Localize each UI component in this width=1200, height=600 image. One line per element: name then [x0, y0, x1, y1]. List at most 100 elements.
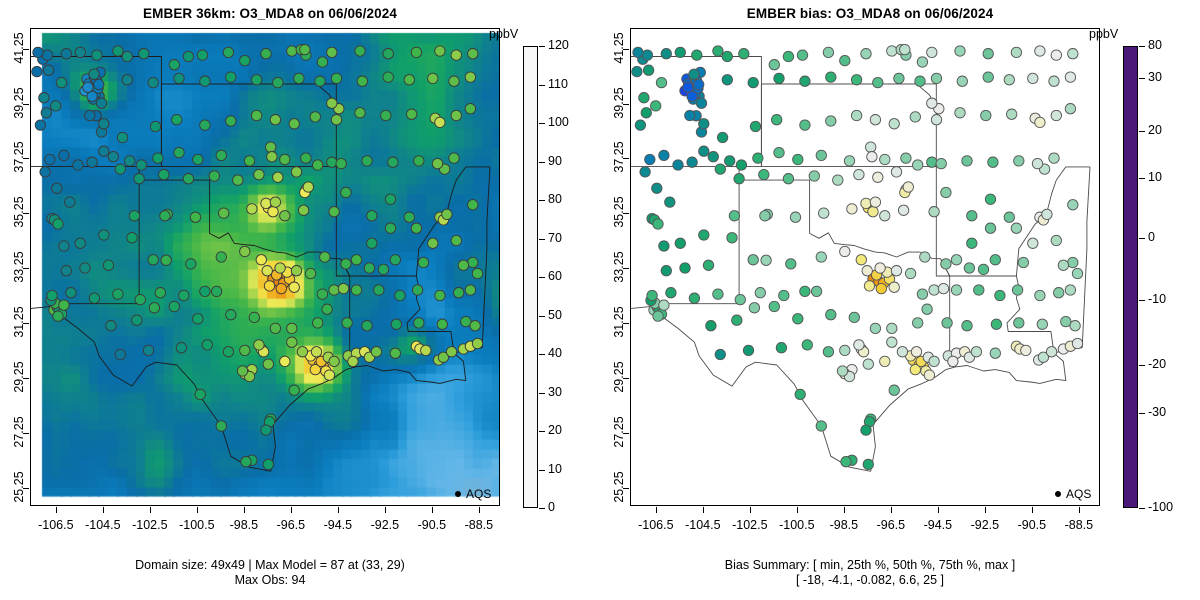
aqs-station-marker: [987, 156, 999, 168]
aqs-station-marker: [262, 458, 274, 471]
x-axis-label: -96.5: [276, 518, 306, 532]
aqs-station-marker: [686, 90, 698, 102]
y-axis-tick: [623, 49, 629, 50]
y-axis-tick: [23, 213, 29, 214]
aqs-station-marker: [658, 240, 670, 252]
colorbar-bias-gradient: [1123, 46, 1138, 508]
aqs-station-marker: [825, 115, 837, 127]
aqs-station-marker: [879, 355, 891, 368]
x-axis-tick: [291, 507, 292, 513]
aqs-station-marker: [159, 210, 171, 222]
aqs-station-marker: [794, 388, 806, 401]
y-axis-label: 33.25: [12, 251, 26, 283]
aqs-station-marker: [897, 204, 910, 216]
aqs-station-marker: [1027, 72, 1039, 85]
aqs-station-marker: [1013, 317, 1025, 329]
aqs-station-marker: [239, 245, 251, 258]
aqs-station-marker: [335, 157, 347, 170]
aqs-station-marker: [168, 300, 180, 313]
aqs-station-marker: [171, 114, 183, 126]
aqs-station-marker: [239, 54, 251, 67]
boundary-line: [1044, 166, 1090, 222]
aqs-station-marker: [760, 254, 772, 266]
aqs-station-marker: [469, 320, 481, 332]
aqs-station-marker: [768, 59, 780, 71]
colorbar-tick-label: 120: [548, 38, 569, 52]
aqs-station-marker: [319, 251, 331, 263]
aqs-station-marker: [46, 289, 58, 302]
x-axis-tick: [656, 507, 657, 513]
y-axis-tick: [23, 378, 29, 379]
aqs-station-marker: [693, 78, 705, 91]
aqs-station-marker: [337, 282, 350, 295]
aqs-station-marker: [182, 50, 195, 63]
aqs-station-marker: [947, 355, 959, 368]
aqs-station-marker: [832, 174, 844, 186]
aqs-station-marker: [272, 171, 284, 183]
aqs-station-marker: [888, 384, 900, 396]
aqs-station-marker: [299, 43, 311, 56]
x-axis-label: -92.5: [970, 518, 1000, 532]
aqs-station-marker: [1048, 152, 1060, 164]
aqs-station-marker: [450, 234, 462, 247]
y-axis-label: 41.25: [12, 31, 26, 64]
aqs-station-marker: [705, 320, 717, 332]
aqs-station-marker: [304, 267, 317, 280]
aqs-station-marker: [822, 46, 835, 59]
aqs-station-marker: [660, 265, 672, 277]
aqs-station-marker: [866, 151, 878, 163]
aqs-station-marker: [771, 114, 783, 126]
aqs-station-marker: [340, 186, 352, 199]
aqs-station-marker: [253, 168, 265, 181]
aqs-station-marker: [796, 49, 809, 61]
x-axis-tick: [1079, 507, 1080, 513]
aqs-station-marker: [116, 131, 129, 144]
aqs-station-marker: [441, 208, 453, 221]
aqs-station-marker: [984, 222, 997, 234]
aqs-station-marker: [450, 109, 462, 122]
boundary-line: [760, 83, 937, 168]
aqs-station-marker: [86, 156, 98, 168]
aqs-station-marker: [457, 259, 470, 271]
boundary-line: [335, 166, 350, 277]
aqs-station-marker: [286, 322, 298, 335]
x-axis-label: -88.5: [464, 518, 494, 532]
colorbar-tick-label: 30: [1148, 70, 1162, 85]
aqs-station-marker: [1064, 103, 1077, 115]
aqs-station-marker: [448, 152, 460, 164]
aqs-station-marker: [1027, 237, 1039, 249]
aqs-station-marker: [989, 254, 1001, 266]
y-axis-label: 31.25: [612, 306, 626, 338]
aqs-station-marker: [923, 369, 936, 381]
aqs-station-marker: [724, 155, 736, 167]
aqs-station-marker: [843, 155, 856, 167]
aqs-station-marker: [748, 302, 761, 314]
aqs-station-marker: [370, 346, 383, 358]
aqs-station-marker: [427, 72, 439, 85]
aqs-station-marker: [825, 71, 837, 83]
y-axis-label: 35.25: [12, 196, 26, 229]
aqs-station-marker: [815, 251, 827, 263]
aqs-station-marker: [1031, 157, 1044, 170]
aqs-station-marker: [1067, 48, 1079, 60]
y-axis-tick: [623, 433, 629, 434]
aqs-station-marker: [279, 153, 291, 166]
aqs-station-marker: [436, 318, 448, 330]
aqs-station-marker: [274, 262, 286, 274]
y-axis-tick: [23, 323, 29, 324]
aqs-station-marker: [58, 240, 70, 252]
aqs-station-marker: [341, 317, 353, 329]
aqs-station-marker: [380, 109, 392, 122]
aqs-station-marker: [384, 193, 397, 205]
aqs-station-marker: [1053, 287, 1065, 299]
aqs-station-marker: [413, 155, 425, 167]
aqs-station-marker: [912, 159, 924, 171]
aqs-station-marker: [1067, 256, 1079, 269]
colorbar-tick: [1139, 508, 1145, 509]
aqs-station-marker: [279, 355, 291, 368]
boundary-line: [935, 166, 950, 277]
aqs-station-marker: [1017, 256, 1030, 269]
aqs-station-marker: [733, 173, 745, 185]
aqs-station-marker: [879, 153, 891, 166]
aqs-station-marker: [350, 284, 363, 296]
